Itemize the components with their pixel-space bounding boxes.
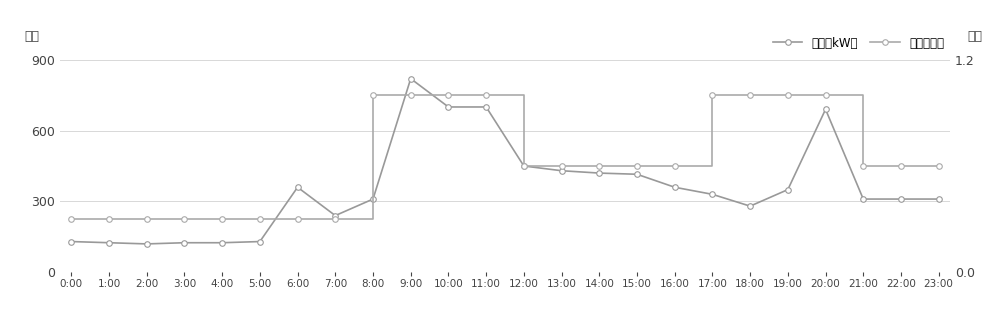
Text: 负荷: 负荷	[24, 30, 39, 43]
Text: 电价: 电价	[968, 30, 983, 43]
Legend: 负荷（kW）, 电价（元）: 负荷（kW）, 电价（元）	[773, 37, 944, 49]
